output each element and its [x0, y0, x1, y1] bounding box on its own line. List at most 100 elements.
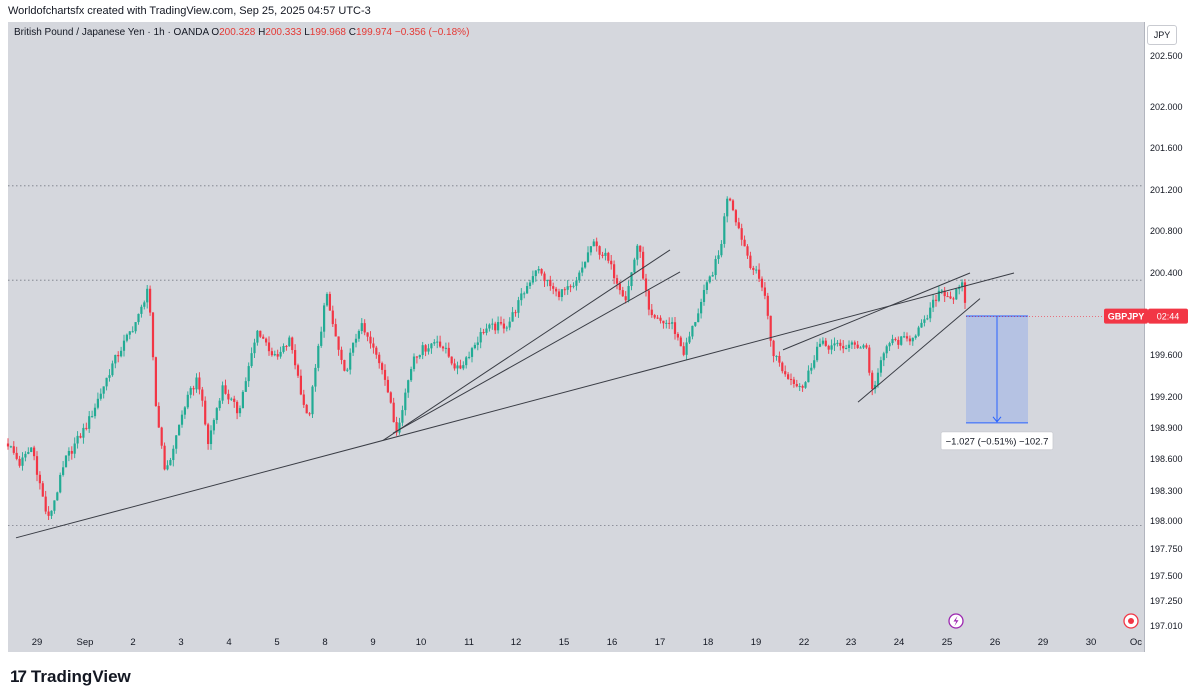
candle-body	[172, 448, 175, 461]
candle-body	[407, 380, 410, 393]
price-axis-ticks: 202.500 202.000 201.600 201.200 200.800 200.4…	[1150, 51, 1183, 631]
time-tick-label: 19	[751, 637, 762, 648]
candle-body	[73, 443, 76, 454]
candle-body	[833, 343, 836, 346]
candle-body	[427, 348, 430, 352]
price-tick-label: 201.600	[1150, 143, 1183, 153]
candle-body	[569, 286, 572, 288]
close-value: 199.974	[355, 27, 393, 38]
candle-body	[412, 356, 416, 370]
candle-body	[882, 353, 885, 361]
candle-body	[346, 369, 349, 371]
candle-body	[154, 357, 157, 406]
candle-body	[734, 210, 737, 223]
candle-body	[299, 375, 302, 395]
candle-body	[67, 450, 70, 456]
time-tick-label: Oc	[1130, 637, 1142, 648]
candle-body	[189, 388, 192, 395]
candle-body	[305, 404, 308, 414]
price-tick-label: 198.600	[1150, 454, 1183, 464]
candle-body	[9, 446, 12, 448]
candle-body	[334, 324, 337, 337]
candle-body	[35, 456, 39, 475]
candle-body	[282, 345, 285, 352]
time-tick-label: 9	[370, 637, 375, 648]
candle-body	[294, 350, 297, 366]
candle-body	[360, 323, 363, 332]
time-tick-label: 12	[511, 637, 522, 648]
candle-body	[743, 239, 746, 247]
candle-body	[717, 255, 720, 260]
candle-body	[731, 200, 735, 211]
candle-body	[221, 385, 224, 401]
candle-body	[755, 269, 758, 271]
candle-body	[818, 343, 822, 347]
trendline	[392, 271, 681, 434]
candle-body	[337, 336, 340, 350]
candle-body	[149, 288, 152, 313]
tradingview-brand[interactable]: 17 TradingView	[10, 667, 131, 687]
candle-body	[192, 388, 195, 390]
candle-body	[601, 254, 604, 256]
candle-body	[117, 354, 120, 357]
candle-body	[418, 355, 421, 358]
candle-body	[50, 510, 53, 516]
candle-body	[940, 290, 943, 292]
candle-body	[381, 363, 384, 370]
candle-body	[473, 344, 476, 349]
candle-body	[479, 332, 482, 343]
chart-pane[interactable]	[8, 22, 1144, 652]
candle-body	[905, 336, 909, 339]
lightning-icon[interactable]	[948, 613, 964, 629]
candle-body	[830, 345, 833, 350]
time-tick-label: 26	[990, 637, 1001, 648]
candle-body	[789, 378, 793, 380]
candle-body	[99, 393, 102, 399]
candle-body	[528, 282, 532, 287]
candle-body	[508, 321, 511, 328]
candle-body	[807, 370, 810, 383]
candle-body	[215, 408, 218, 421]
candle-body	[923, 319, 926, 323]
candle-body	[598, 246, 601, 255]
price-axis[interactable]	[1144, 22, 1200, 652]
candle-body	[952, 298, 955, 300]
candle-body	[566, 286, 569, 290]
candle-body	[760, 278, 764, 288]
candle-body	[497, 322, 500, 331]
candle-body	[642, 251, 645, 279]
currency-button[interactable]: JPY	[1147, 25, 1177, 45]
candle-body	[526, 286, 529, 294]
change-value: −0.356 (−0.18%)	[394, 27, 470, 38]
trendline	[15, 272, 1015, 539]
price-tick-label: 199.600	[1150, 350, 1183, 360]
candle-body	[740, 228, 743, 240]
candle-body	[363, 323, 366, 333]
high-value: 200.333	[265, 27, 302, 38]
candle-body	[494, 323, 497, 331]
candle-body	[178, 424, 181, 436]
candle-body	[21, 457, 24, 466]
candle-body	[850, 342, 853, 345]
candle-body	[502, 323, 505, 329]
candle-body	[82, 427, 85, 438]
candle-body	[914, 335, 917, 338]
candle-body	[169, 460, 172, 466]
candle-body	[656, 317, 659, 319]
record-icon[interactable]	[1123, 613, 1139, 629]
candle-body	[549, 279, 552, 287]
candle-body	[871, 372, 874, 390]
candle-body	[934, 299, 938, 301]
candle-body	[288, 337, 291, 347]
symbol-line: British Pound / Japanese Yen · 1h · OAND…	[14, 27, 209, 38]
candle-body	[665, 322, 668, 324]
candle-body	[375, 347, 378, 355]
low-label: L	[304, 27, 310, 38]
price-tick-label: 197.010	[1150, 621, 1183, 631]
candle-body	[592, 241, 595, 247]
candle-body	[439, 341, 442, 347]
price-tick-label: 197.500	[1150, 571, 1183, 581]
candle-body	[943, 290, 946, 297]
candle-body	[328, 293, 331, 311]
